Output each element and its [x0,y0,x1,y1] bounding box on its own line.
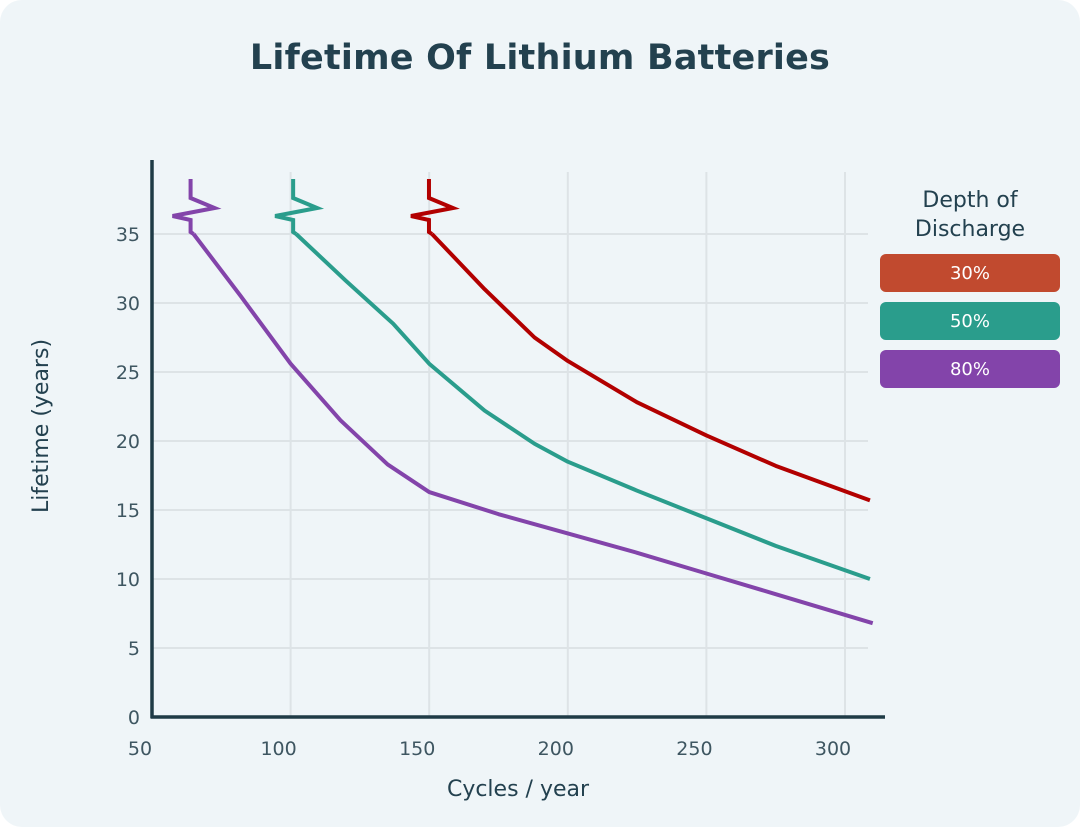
chart-title: Lifetime Of Lithium Batteries [249,38,831,78]
x-axis-title: Cycles / year [447,777,590,802]
x-tick-label-150: 150 [399,738,435,760]
x-tick-label-300: 300 [815,738,851,760]
legend-item-30: 30% [880,254,1060,292]
x-tick-label-50: 50 [128,738,152,760]
series-80-break-mark [172,179,222,236]
legend: Depth of Discharge 30% 50% 80% [880,186,1060,398]
y-tick-label-15: 15 [116,500,140,522]
series-50-break-mark [274,179,325,236]
x-tick-label-250: 250 [676,738,712,760]
series-80-line [191,232,874,626]
series-50-line [294,232,871,581]
y-tick-label-25: 25 [116,362,140,384]
legend-item-80: 80% [880,350,1060,388]
y-axis-title: Lifetime (years) [29,339,54,513]
y-tick-label-20: 20 [116,431,140,453]
y-tick-label-30: 30 [116,293,140,315]
x-tick-label-100: 100 [260,738,296,760]
y-tick-label-5: 5 [128,638,140,660]
legend-item-50: 50% [880,302,1060,340]
y-tick-label-35: 35 [116,224,140,246]
y-tick-label-0: 0 [128,707,140,729]
series-30-line [430,232,871,503]
x-tick-label-200: 200 [538,738,574,760]
y-tick-label-10: 10 [116,569,140,591]
series-30-break-mark [410,179,460,236]
legend-title: Depth of Discharge [914,188,1026,242]
